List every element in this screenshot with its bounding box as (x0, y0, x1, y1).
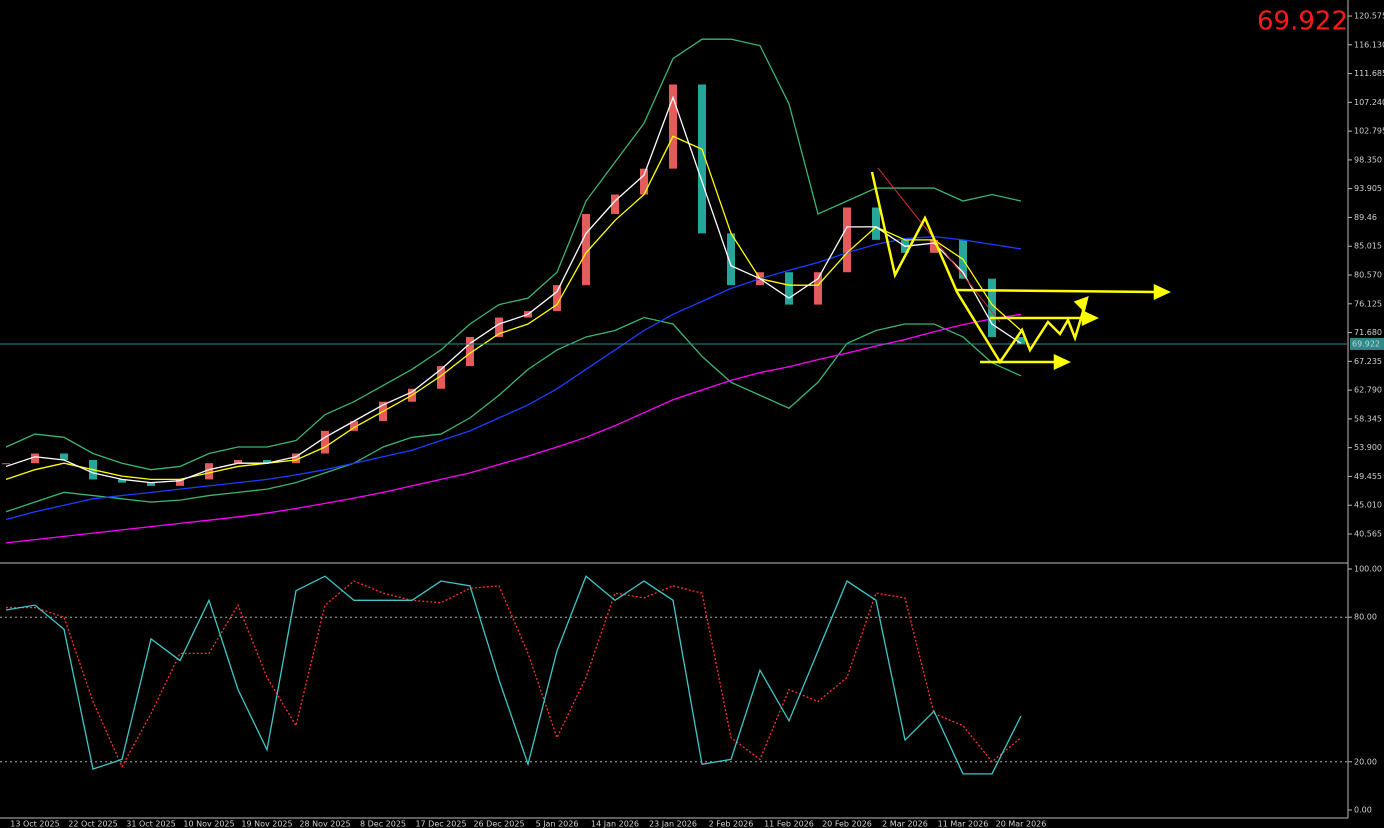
y-tick-label: 58.345 (1354, 414, 1382, 423)
y-tick-label: 116.130 (1354, 40, 1384, 49)
candle (350, 421, 358, 431)
candle (2, 463, 10, 465)
y-tick-label: 80.00 (1354, 613, 1377, 622)
x-tick-label: 26 Dec 2025 (473, 820, 524, 828)
x-tick-label: 11 Mar 2026 (938, 820, 989, 828)
y-tick-label: 98.350 (1354, 155, 1382, 164)
candle (988, 278, 996, 337)
y-tick-label: 0.00 (1354, 805, 1372, 814)
candle (582, 213, 590, 286)
y-tick-label: 40.565 (1354, 530, 1382, 539)
y-tick-label: 100.00 (1354, 564, 1382, 573)
y-tick-label: 80.570 (1354, 271, 1382, 280)
y-tick-label: 93.905 (1354, 184, 1382, 193)
y-tick-label: 45.010 (1354, 501, 1382, 510)
x-tick-label: 31 Oct 2025 (126, 820, 175, 828)
y-tick-label: 107.240 (1354, 98, 1384, 107)
candle (553, 285, 561, 312)
x-tick-label: 17 Dec 2025 (415, 820, 466, 828)
candle (176, 479, 184, 486)
y-tick-label: 49.455 (1354, 472, 1382, 481)
y-tick-label: 62.790 (1354, 386, 1382, 395)
candle (147, 482, 155, 486)
price-box (1350, 337, 1384, 350)
candle (698, 84, 706, 234)
candle (60, 453, 68, 460)
indicator-line (5, 38, 1022, 471)
y-tick-label: 85.015 (1354, 242, 1382, 251)
candle (930, 239, 938, 253)
candle (785, 272, 793, 305)
x-tick-label: 5 Jan 2026 (536, 820, 579, 828)
y-tick-label: 20.00 (1354, 757, 1377, 766)
x-tick-label: 19 Nov 2025 (241, 820, 292, 828)
y-tick-label: 102.795 (1354, 127, 1384, 136)
candle (321, 430, 329, 454)
y-tick-label: 67.235 (1354, 357, 1382, 366)
x-tick-label: 20 Mar 2026 (996, 820, 1047, 828)
indicator-line (5, 135, 1022, 481)
x-tick-label: 2 Mar 2026 (882, 820, 928, 828)
candle (843, 207, 851, 273)
indicator-line (5, 95, 1022, 484)
candle (437, 366, 445, 389)
marks (0, 15, 1384, 811)
indicator-line (5, 235, 1022, 521)
annotations (870, 167, 1171, 370)
y-tick-label: 89.46 (1354, 213, 1377, 222)
x-tick-label: 22 Oct 2025 (68, 820, 117, 828)
x-tick-label: 23 Jan 2026 (649, 820, 697, 828)
candle (205, 463, 213, 480)
candle (872, 207, 880, 240)
candle (1017, 336, 1025, 345)
x-tick-label: 2 Feb 2026 (709, 820, 754, 828)
indicator-line (5, 313, 1022, 544)
y-tick-label: 120.575 (1354, 12, 1384, 21)
price-box-label: 69.922 (1352, 339, 1380, 348)
candle (263, 459, 271, 464)
candle (292, 453, 300, 464)
indicator-line (5, 575, 1022, 775)
candle (234, 459, 242, 464)
x-tick-label: 28 Nov 2025 (299, 820, 350, 828)
y-tick-label: 71.680 (1354, 328, 1382, 337)
x-tick-label: 14 Jan 2026 (591, 820, 639, 828)
indicator-line (5, 316, 1022, 513)
candle (118, 479, 126, 483)
candle (640, 168, 648, 195)
x-tick-label: 13 Oct 2025 (10, 820, 59, 828)
x-tick-label: 10 Nov 2025 (183, 820, 234, 828)
y-tick-label: 111.685 (1354, 69, 1384, 78)
candle (669, 84, 677, 169)
y-tick-label: 53.900 (1354, 443, 1382, 452)
candle (495, 317, 503, 337)
x-tick-label: 8 Dec 2025 (360, 820, 406, 828)
x-tick-label: 11 Feb 2026 (764, 820, 814, 828)
indicator-line (6, 580, 1022, 769)
price-label: 69.922 (1257, 7, 1348, 37)
candle (466, 336, 474, 367)
candle (31, 453, 39, 464)
candle (814, 272, 822, 305)
candle (611, 194, 619, 214)
x-tick-label: 20 Feb 2026 (822, 820, 872, 828)
candle (727, 233, 735, 286)
y-tick-label: 76.125 (1354, 299, 1382, 308)
